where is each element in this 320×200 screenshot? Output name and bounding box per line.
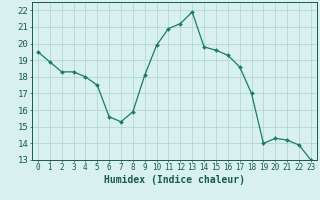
X-axis label: Humidex (Indice chaleur): Humidex (Indice chaleur) [104,175,245,185]
